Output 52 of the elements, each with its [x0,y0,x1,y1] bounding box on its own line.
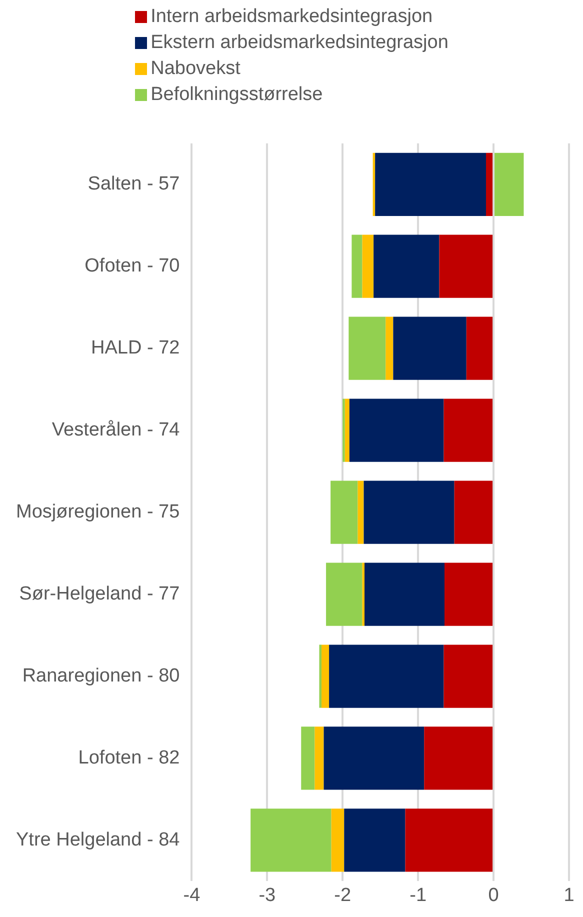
y-tick-label: Ofoten - 70 [84,256,180,277]
bar [301,726,315,790]
bar [330,480,358,544]
y-tick-label: Ytre Helgeland - 84 [16,829,180,850]
bar [331,808,344,872]
x-tick-label: 1 [564,884,574,906]
bar [364,562,444,626]
bar [439,234,493,298]
bar [374,234,440,298]
y-tick-label: Mosjøregionen - 75 [16,502,180,523]
bar [314,726,324,790]
bar [326,562,362,626]
x-tick-label: -1 [410,884,427,906]
legend-label: Intern arbeidsmarkedsintegrasjon [150,5,433,29]
bar [386,316,394,380]
y-tick-label: HALD - 72 [91,338,180,359]
bar [454,480,493,544]
bar [405,808,493,872]
bar [358,480,364,544]
bar [424,726,493,790]
legend-label: Befolkningsstørrelse [150,83,323,107]
x-tick-label: 0 [488,884,499,906]
bar [444,644,493,708]
y-tick-label: Vesterålen - 74 [52,420,180,441]
bar [362,562,365,626]
bar [375,152,486,216]
y-tick-label: Ranaregionen - 80 [22,665,180,686]
y-tick-label: Salten - 57 [88,174,180,195]
y-tick-label: Sør-Helgeland - 77 [19,584,180,605]
bar [324,726,424,790]
bar [444,398,493,462]
bar [486,152,493,216]
bar [364,480,454,544]
bar [344,808,406,872]
x-tick-label: -4 [183,884,201,906]
bar [349,398,444,462]
x-tick-label: -2 [334,884,352,906]
bar [444,562,493,626]
bar [348,316,386,380]
bar [321,644,330,708]
y-tick-label: Lofoten - 82 [78,747,180,768]
bar [352,234,362,298]
bar [494,152,524,216]
legend-label: Ekstern arbeidsmarkedsintegrasjon [150,31,448,55]
x-tick-label: -3 [258,884,276,906]
bar [250,808,332,872]
bar [466,316,493,380]
bar [344,398,350,462]
bar [362,234,374,298]
bar [393,316,466,380]
bar [329,644,444,708]
legend-label: Nabovekst [150,57,240,81]
